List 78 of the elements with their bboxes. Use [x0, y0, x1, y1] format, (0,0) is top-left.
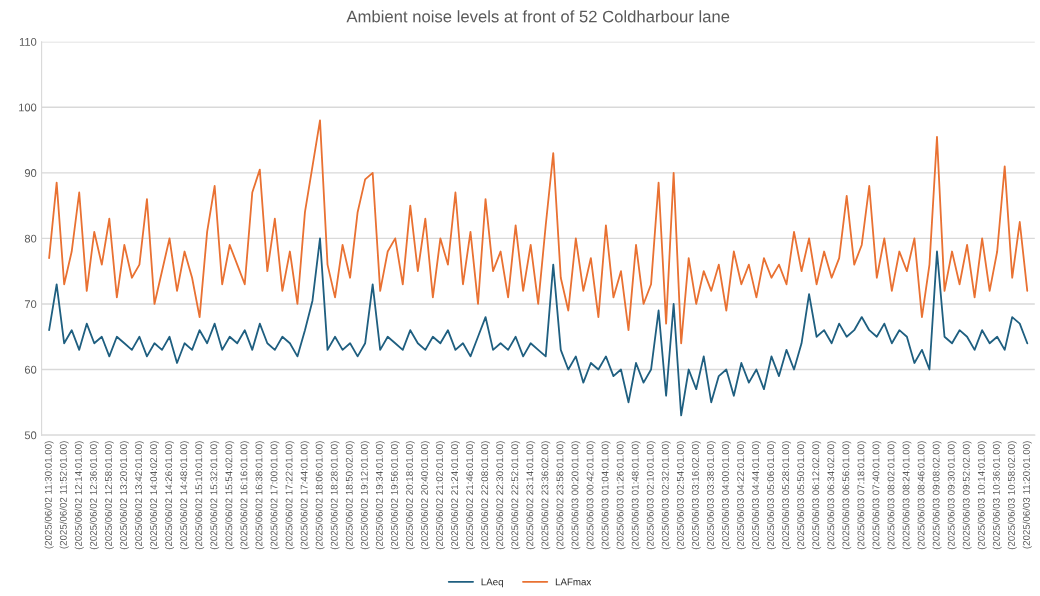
x-tick-label: (2025/06/02 18:28:01.00): [330, 441, 340, 550]
x-tick-label: (2025/06/03 02:10:01.00): [646, 441, 656, 550]
x-tick-label: (2025/06/03 10:58:02.00): [1007, 441, 1017, 550]
x-tick-label: (2025/06/03 11:20:01.00): [1022, 441, 1032, 549]
x-tick-label: (2025/06/03 04:22:01.00): [736, 441, 746, 550]
x-tick-label: (2025/06/02 22:30:01.00): [496, 441, 506, 550]
y-tick-label: 50: [24, 431, 37, 440]
x-tick-label: (2025/06/03 07:18:01.00): [857, 441, 867, 550]
line-series: [48, 237, 1029, 417]
x-tick-label: (2025/06/02 15:10:01.00): [195, 441, 205, 550]
x-tick-label: (2025/06/02 17:44:01.00): [300, 441, 310, 550]
x-tick-label: (2025/06/02 18:50:02.00): [345, 441, 355, 550]
x-tick-label: (2025/06/02 12:14:01.00): [74, 441, 84, 550]
x-tick-label: (2025/06/03 06:56:01.00): [842, 441, 852, 550]
x-tick-label: (2025/06/03 08:46:01.00): [917, 441, 927, 550]
x-tick-label: (2025/06/02 15:32:01.00): [210, 441, 220, 550]
x-tick-label: (2025/06/03 01:26:01.00): [616, 441, 626, 550]
y-tick-label: 100: [19, 103, 37, 112]
x-tick-label: (2025/06/03 00:42:01.00): [586, 441, 596, 550]
x-tick-label: (2025/06/02 16:38:01.00): [255, 441, 265, 550]
x-tick-label: (2025/06/03 05:28:01.00): [781, 441, 792, 550]
line-series: [48, 119, 1029, 345]
y-tick-label: 110: [19, 37, 37, 46]
x-tick-label: (2025/06/02 21:24:01.00): [450, 441, 460, 550]
x-tick-label: (2025/06/03 00:20:01.00): [571, 441, 581, 550]
x-tick-label: (2025/06/03 08:02:01.00): [887, 441, 897, 550]
legend-label: LAFmax: [555, 578, 592, 586]
x-tick-label: (2025/06/02 14:04:02.00): [149, 441, 159, 550]
y-tick-label: 70: [24, 300, 37, 309]
x-tick-label: (2025/06/02 15:54:02.00): [225, 441, 235, 550]
chart-title: Ambient noise levels at front of 52 Coldharbour lane: [346, 10, 730, 23]
x-tick-label: (2025/06/03 10:36:01.00): [992, 441, 1002, 550]
x-tick-label: (2025/06/03 02:32:01.00): [661, 441, 671, 550]
x-tick-label: (2025/06/02 12:58:01.00): [104, 441, 114, 550]
x-tick-label: (2025/06/02 11:52:01.00): [59, 441, 69, 549]
x-tick-label: (2025/06/03 03:38:01.00): [706, 441, 716, 550]
x-tick-label: (2025/06/02 14:26:01.00): [164, 441, 175, 550]
x-tick-label: (2025/06/03 05:06:01.00): [766, 441, 776, 550]
x-tick-label: (2025/06/03 09:30:01.00): [947, 441, 957, 550]
x-tick-label: (2025/06/02 22:08:01.00): [481, 441, 491, 550]
x-tick-label: (2025/06/02 20:40:01.00): [420, 441, 430, 550]
x-tick-label: (2025/06/02 19:34:01.00): [375, 441, 385, 550]
x-tick-label: (2025/06/03 10:14:01.00): [977, 441, 987, 550]
x-tick-label: (2025/06/03 01:04:01.00): [601, 441, 611, 550]
legend-label: LAeq: [481, 578, 503, 588]
x-tick-label: (2025/06/02 21:02:01.00): [435, 441, 445, 550]
x-tick-label: (2025/06/03 02:54:01.00): [676, 441, 686, 550]
x-tick-label: (2025/06/03 07:40:01.00): [872, 441, 882, 550]
x-tick-label: (2025/06/02 11:30:01.00): [44, 441, 54, 549]
x-tick-label: (2025/06/03 09:52:02.00): [962, 441, 972, 550]
y-tick-label: 90: [24, 169, 37, 177]
x-tick-label: (2025/06/02 13:42:01.00): [134, 441, 144, 550]
x-tick-label: (2025/06/02 18:06:01.00): [315, 441, 325, 550]
x-tick-label: (2025/06/03 06:12:02.00): [812, 441, 822, 550]
x-tick-label: (2025/06/02 13:20:01.00): [119, 441, 129, 550]
x-tick-label: (2025/06/02 14:48:01.00): [180, 441, 190, 550]
x-tick-label: (2025/06/03 04:44:01.00): [751, 441, 761, 550]
x-tick-label: (2025/06/02 16:16:01.00): [240, 441, 250, 550]
x-tick-label: (2025/06/02 23:14:01.00): [526, 441, 536, 550]
x-tick-label: (2025/06/02 19:12:01.00): [360, 441, 370, 550]
x-tick-label: (2025/06/03 01:48:01.00): [631, 441, 641, 550]
x-tick-label: (2025/06/03 09:08:02.00): [932, 441, 942, 550]
x-tick-label: (2025/06/02 17:00:01.00): [270, 441, 280, 550]
x-tick-label: (2025/06/03 05:50:01.00): [797, 441, 807, 550]
x-tick-label: (2025/06/02 21:46:01.00): [465, 441, 476, 550]
x-tick-label: (2025/06/02 19:56:01.00): [390, 441, 400, 550]
x-tick-label: (2025/06/02 17:22:01.00): [285, 441, 295, 550]
x-tick-label: (2025/06/02 20:18:01.00): [405, 441, 415, 550]
x-tick-label: (2025/06/02 23:58:01.00): [556, 441, 566, 550]
y-tick-label: 60: [24, 365, 37, 374]
x-tick-label: (2025/06/03 03:16:02.00): [691, 441, 701, 550]
x-tick-label: (2025/06/02 12:36:01.00): [89, 441, 99, 550]
x-tick-label: (2025/06/02 22:52:01.00): [511, 441, 521, 550]
x-tick-label: (2025/06/02 23:36:02.00): [541, 441, 551, 550]
x-tick-label: (2025/06/03 04:00:01.00): [721, 441, 731, 550]
x-tick-label: (2025/06/03 06:34:02.00): [827, 441, 837, 550]
x-tick-label: (2025/06/03 08:24:01.00): [902, 441, 912, 550]
y-tick-label: 80: [24, 234, 37, 243]
